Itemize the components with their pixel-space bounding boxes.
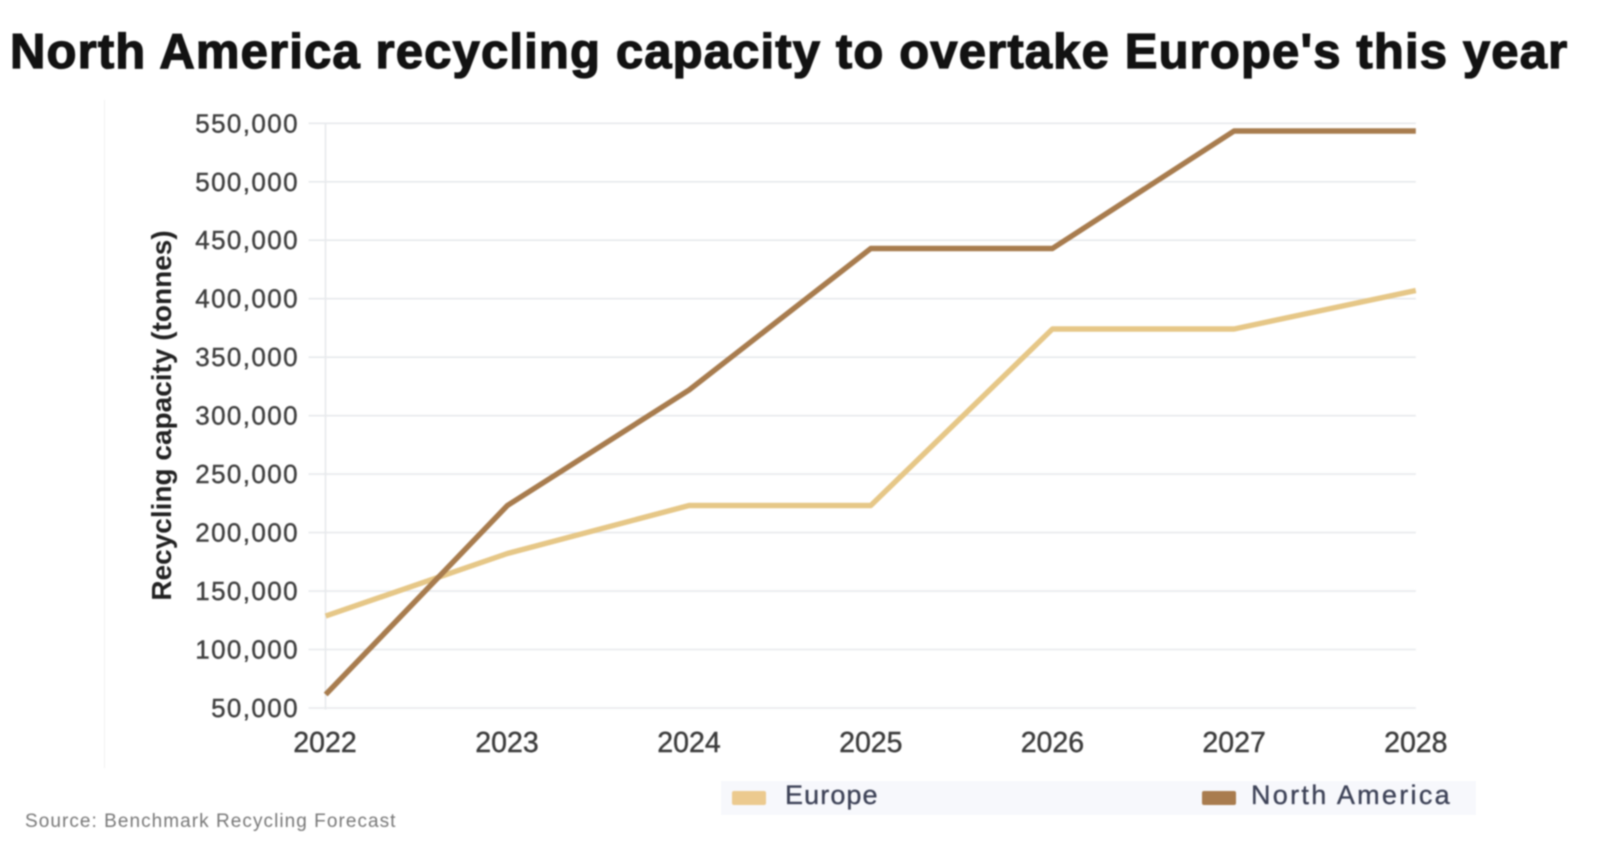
svg-text:450,000: 450,000 bbox=[195, 225, 299, 255]
svg-text:300,000: 300,000 bbox=[195, 401, 299, 431]
svg-text:500,000: 500,000 bbox=[195, 167, 299, 197]
svg-text:2027: 2027 bbox=[1202, 727, 1265, 759]
svg-text:2025: 2025 bbox=[839, 727, 902, 759]
svg-text:100,000: 100,000 bbox=[195, 635, 299, 665]
svg-text:2026: 2026 bbox=[1021, 727, 1084, 759]
svg-text:550,000: 550,000 bbox=[195, 108, 299, 138]
svg-text:250,000: 250,000 bbox=[195, 459, 299, 489]
svg-text:2023: 2023 bbox=[475, 727, 538, 759]
svg-text:50,000: 50,000 bbox=[211, 693, 299, 723]
svg-text:2028: 2028 bbox=[1384, 727, 1447, 759]
svg-text:350,000: 350,000 bbox=[195, 342, 299, 372]
svg-text:150,000: 150,000 bbox=[195, 576, 299, 606]
svg-text:200,000: 200,000 bbox=[195, 518, 299, 548]
svg-text:400,000: 400,000 bbox=[195, 284, 299, 314]
svg-text:2024: 2024 bbox=[657, 727, 721, 759]
svg-text:2022: 2022 bbox=[293, 727, 356, 759]
svg-text:Recycling capacity (tonnes): Recycling capacity (tonnes) bbox=[146, 230, 177, 600]
